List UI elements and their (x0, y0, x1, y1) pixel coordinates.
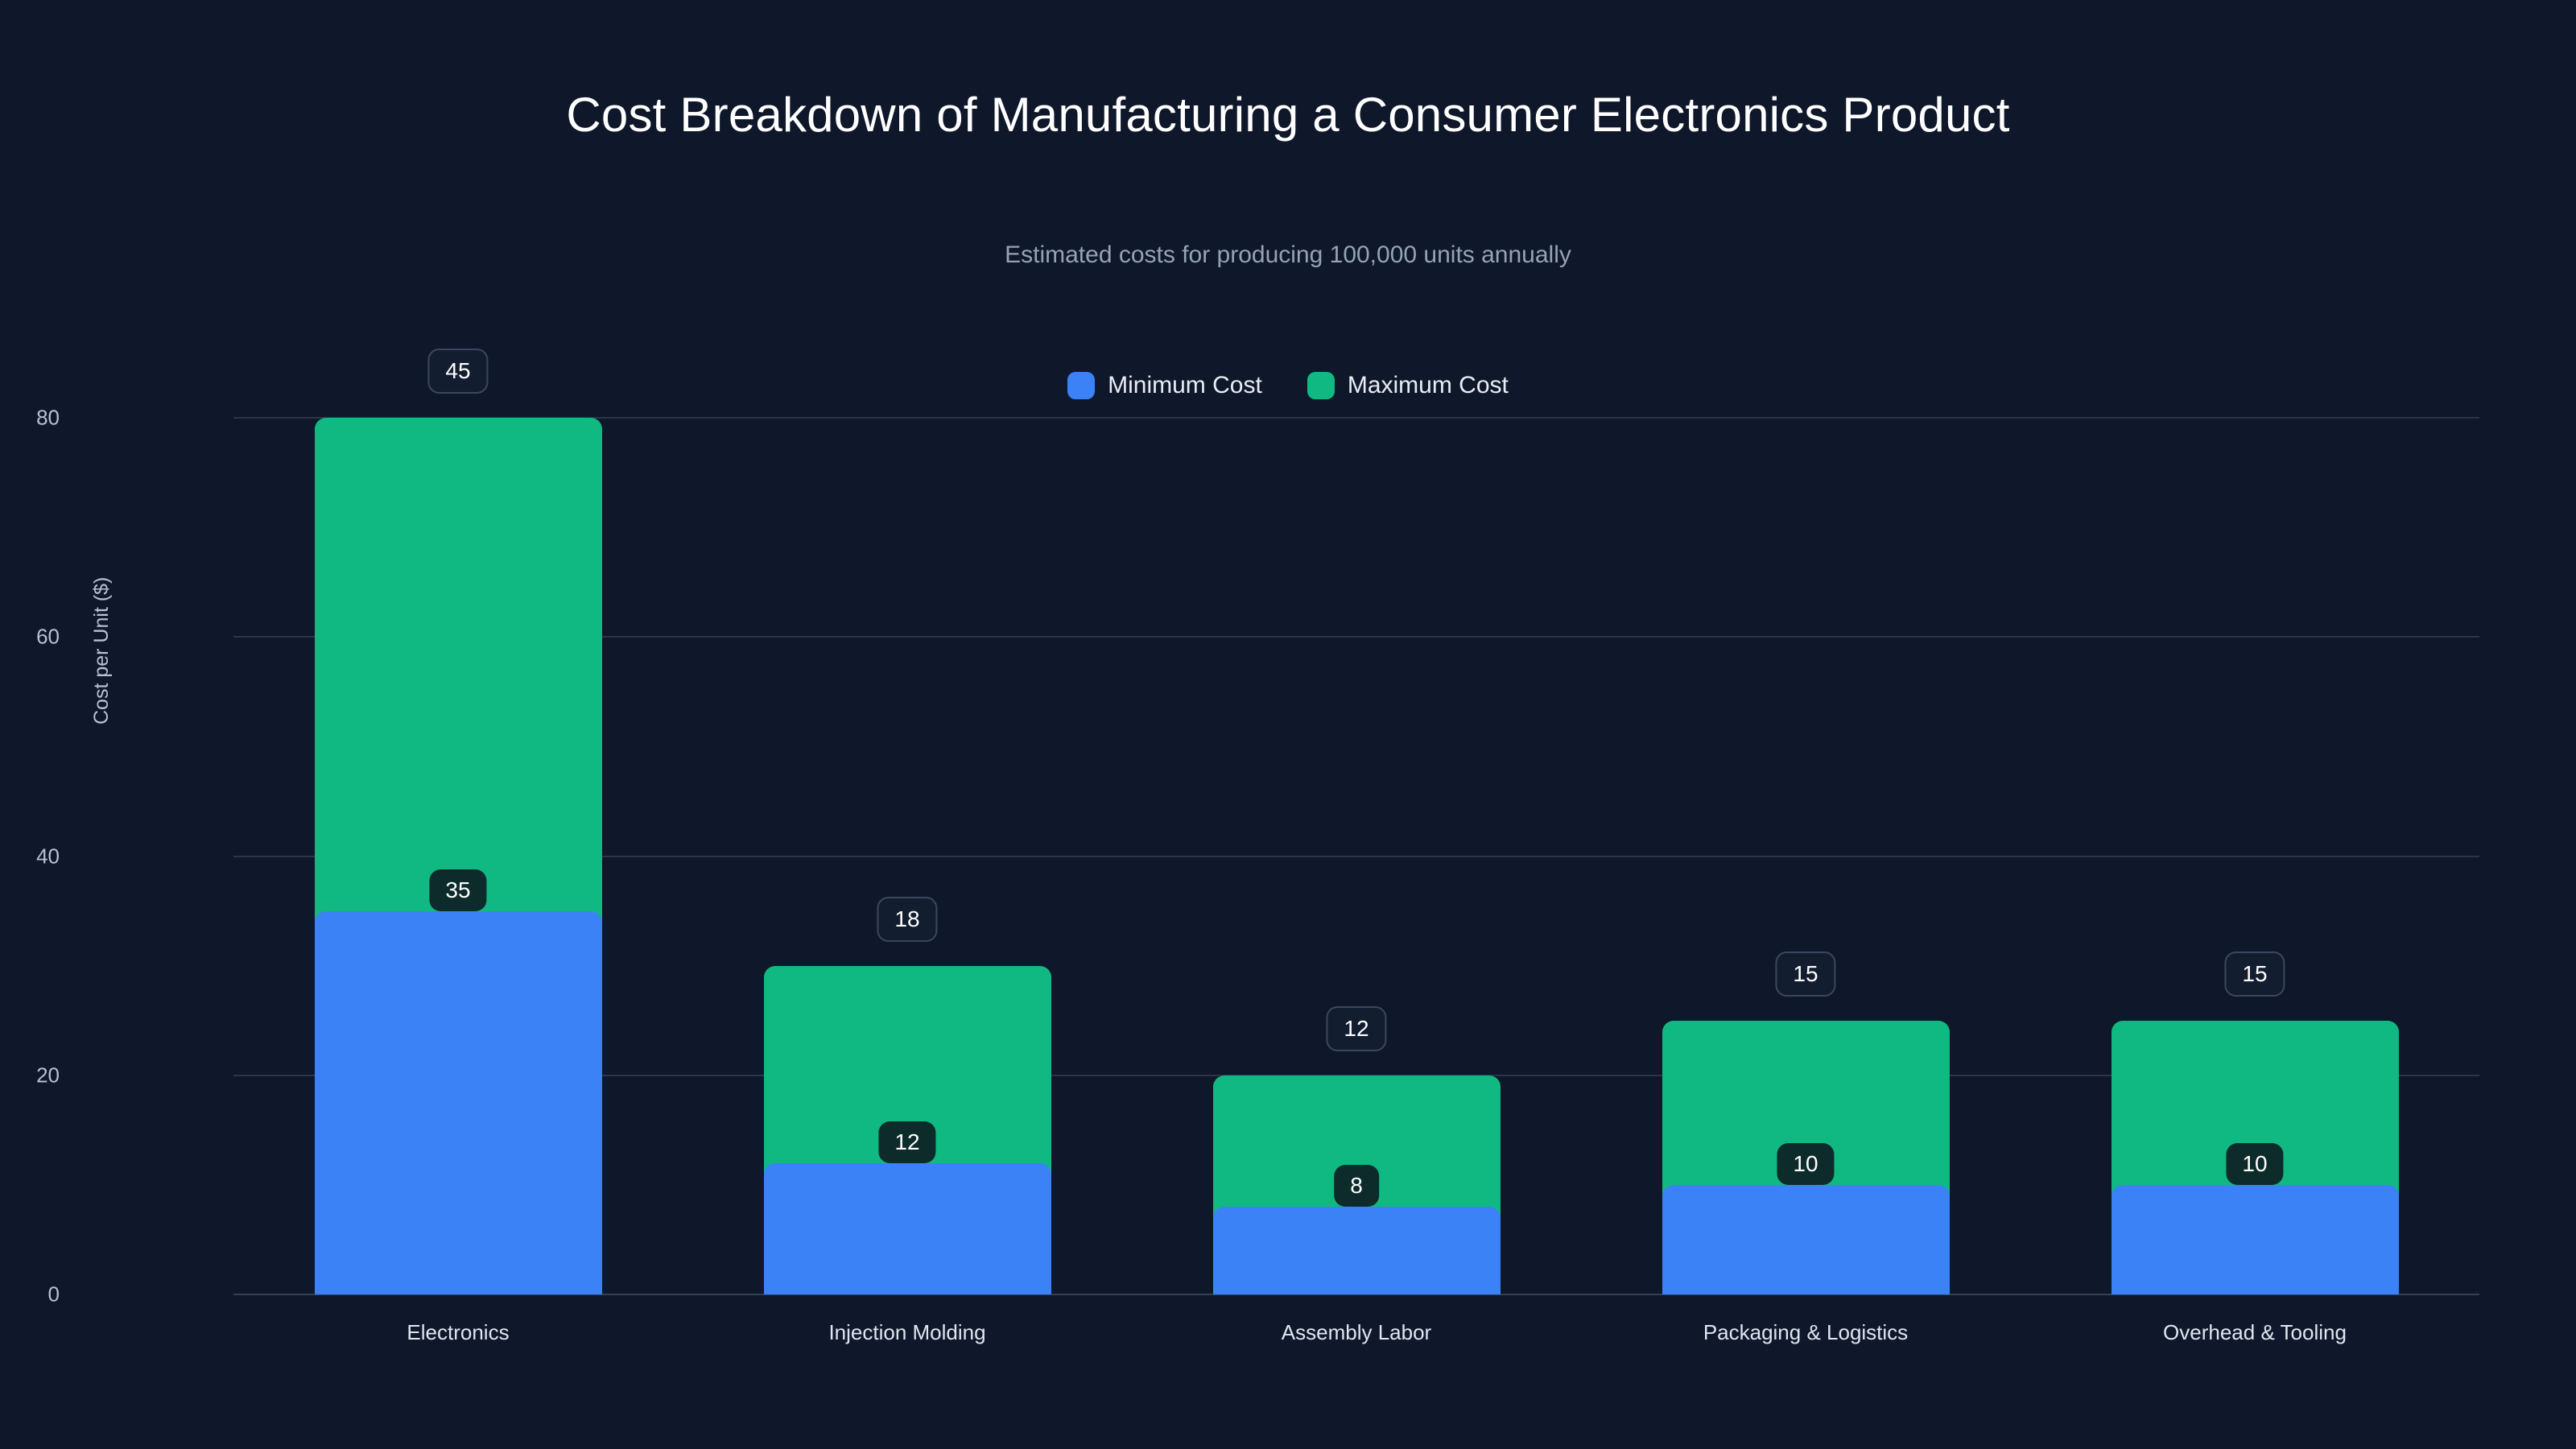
y-axis-tick-label: 0 (47, 1282, 60, 1307)
bar-group[interactable]: 18 12 (763, 418, 1051, 1294)
bar-value-label-maximum: 12 (1326, 1005, 1387, 1051)
x-axis-tick-label: Assembly Labor (1281, 1320, 1432, 1344)
legend-swatch-icon-minimum (1067, 372, 1096, 399)
y-axis-tick-label: 20 (36, 1063, 60, 1088)
gridline (233, 1294, 2479, 1295)
y-axis-tick-label: 40 (36, 844, 60, 868)
legend-item-maximum-cost[interactable]: Maximum Cost (1307, 372, 1509, 399)
bar-group[interactable]: 12 8 (1212, 418, 1501, 1294)
bar-value-label-minimum: 12 (878, 1121, 936, 1163)
bar-value-label-minimum: 35 (429, 869, 487, 911)
bar-group[interactable]: 15 10 (1662, 418, 1950, 1294)
gridline (233, 417, 2479, 419)
bar-value-label-minimum: 10 (2226, 1142, 2284, 1185)
legend-swatch-icon-maximum (1307, 372, 1335, 399)
chart-subtitle: Estimated costs for producing 100,000 un… (1005, 242, 1571, 268)
page-title: Cost Breakdown of Manufacturing a Consum… (566, 88, 2010, 142)
y-axis-tick-label: 80 (36, 405, 60, 430)
bar-value-label-minimum: 8 (1334, 1165, 1379, 1208)
bar-minimum-cost[interactable] (1212, 1207, 1501, 1294)
x-axis-tick-label: Overhead & Tooling (2163, 1320, 2347, 1344)
bar-value-label-maximum: 45 (427, 349, 489, 394)
x-axis-tick-label: Electronics (407, 1320, 510, 1344)
bar-minimum-cost[interactable] (763, 1162, 1051, 1294)
gridline (233, 636, 2479, 638)
legend-label-minimum: Minimum Cost (1108, 372, 1262, 398)
legend-item-minimum-cost[interactable]: Minimum Cost (1067, 372, 1262, 399)
bar-minimum-cost[interactable] (314, 910, 602, 1294)
bar-group[interactable]: 45 35 (314, 349, 602, 1294)
x-axis-tick-label: Injection Molding (828, 1320, 986, 1344)
bar-value-label-minimum: 10 (1777, 1142, 1835, 1185)
plot-area: 45 35 18 12 12 8 15 10 15 10 (233, 349, 2479, 1295)
bar-group[interactable]: 15 10 (2111, 418, 2399, 1294)
bar-value-label-maximum: 15 (1775, 951, 1836, 997)
bar-minimum-cost[interactable] (2111, 1184, 2399, 1294)
bar-minimum-cost[interactable] (1662, 1184, 1950, 1294)
gridline (233, 855, 2479, 857)
y-axis-tick-label: 60 (36, 624, 60, 649)
x-axis-tick-label: Packaging & Logistics (1703, 1320, 1909, 1344)
chart-legend: Minimum Cost Maximum Cost (0, 372, 2576, 399)
y-axis-title: Cost per Unit ($) (90, 576, 113, 724)
bar-value-label-maximum: 18 (877, 896, 938, 942)
legend-label-maximum: Maximum Cost (1347, 372, 1509, 398)
bar-value-label-maximum: 15 (2224, 951, 2285, 997)
